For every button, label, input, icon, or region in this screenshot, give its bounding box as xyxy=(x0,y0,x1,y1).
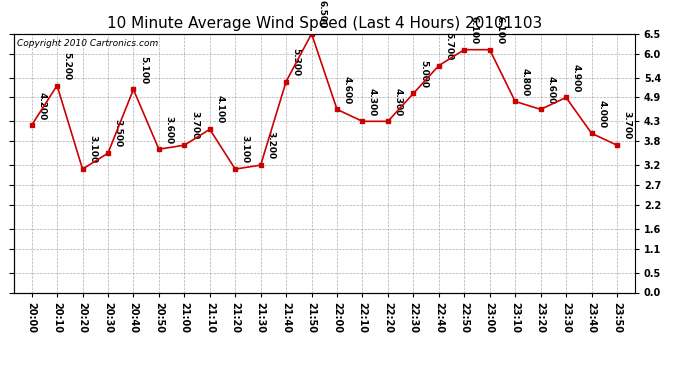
Text: 6.500: 6.500 xyxy=(317,0,326,28)
Text: 4.600: 4.600 xyxy=(342,76,352,104)
Text: 5.700: 5.700 xyxy=(444,32,453,60)
Text: 3.100: 3.100 xyxy=(241,135,250,164)
Text: Copyright 2010 Cartronics.com: Copyright 2010 Cartronics.com xyxy=(17,39,158,48)
Text: 6.100: 6.100 xyxy=(470,16,479,44)
Text: 4.000: 4.000 xyxy=(597,100,606,128)
Text: 4.100: 4.100 xyxy=(215,96,224,124)
Text: 4.800: 4.800 xyxy=(521,68,530,96)
Text: 3.200: 3.200 xyxy=(266,131,275,159)
Text: 5.100: 5.100 xyxy=(139,56,148,84)
Text: 4.600: 4.600 xyxy=(546,76,555,104)
Text: 3.100: 3.100 xyxy=(88,135,97,164)
Text: 3.700: 3.700 xyxy=(622,111,631,140)
Text: 4.200: 4.200 xyxy=(37,92,46,120)
Text: 5.000: 5.000 xyxy=(419,60,428,88)
Text: 3.700: 3.700 xyxy=(190,111,199,140)
Text: 5.200: 5.200 xyxy=(63,52,72,80)
Text: 4.300: 4.300 xyxy=(368,87,377,116)
Text: 3.500: 3.500 xyxy=(114,120,123,148)
Text: 3.600: 3.600 xyxy=(164,116,173,144)
Text: 5.300: 5.300 xyxy=(292,48,301,76)
Text: 4.300: 4.300 xyxy=(393,87,402,116)
Title: 10 Minute Average Wind Speed (Last 4 Hours) 20101103: 10 Minute Average Wind Speed (Last 4 Hou… xyxy=(107,16,542,31)
Text: 6.100: 6.100 xyxy=(495,16,504,44)
Text: 4.900: 4.900 xyxy=(571,63,581,92)
